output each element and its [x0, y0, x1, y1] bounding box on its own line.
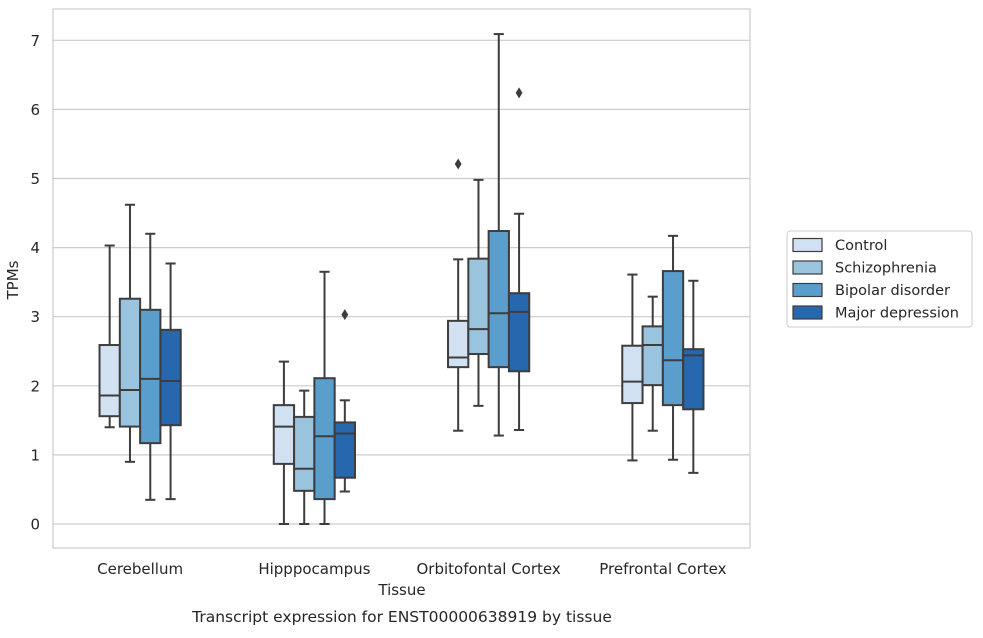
box-3-4 [507, 87, 531, 432]
outlier-point [454, 158, 462, 170]
iqr-box [272, 404, 296, 465]
y-tick-label: 7 [30, 32, 40, 50]
x-axis-label: Tissue [377, 581, 425, 599]
iqr-box [487, 230, 510, 369]
outlier-point [341, 309, 349, 321]
y-tick-label: 5 [30, 170, 40, 188]
box-1-2 [118, 203, 142, 463]
iqr-box [333, 421, 356, 479]
y-tick-label: 0 [30, 516, 40, 534]
box-1-3 [139, 232, 162, 501]
legend-swatch [792, 305, 823, 320]
y-tick-label: 6 [30, 101, 40, 119]
chart-caption: Transcript expression for ENST0000063891… [191, 608, 612, 626]
iqr-box [159, 328, 182, 427]
iqr-box [682, 348, 705, 411]
box-3-3 [487, 33, 510, 437]
iqr-box [621, 344, 644, 405]
x-tick-label: Hipppocampus [258, 560, 370, 578]
box-4-2 [641, 295, 664, 432]
iqr-box [293, 415, 316, 492]
box-4-3 [661, 234, 685, 461]
legend-label: Bipolar disorder [835, 283, 950, 299]
legend-swatch [792, 237, 823, 253]
iqr-box [641, 325, 664, 387]
y-axis-ticks: 0 1 2 3 4 5 6 7 [30, 32, 40, 534]
plot-frame [52, 8, 751, 549]
legend-label: Schizophrenia [835, 261, 937, 277]
iqr-box [447, 319, 470, 369]
iqr-box [118, 297, 142, 428]
x-axis-ticks: Cerebellum Hipppocampus Orbitofontal Corte… [97, 560, 726, 578]
box-2-4 [333, 309, 356, 493]
iqr-box [98, 344, 121, 418]
y-tick-label: 1 [30, 446, 40, 464]
y-tick-label: 2 [30, 377, 40, 395]
outlier-point [515, 87, 523, 99]
legend-label: Control [835, 238, 887, 254]
iqr-box [139, 308, 162, 445]
y-axis-label: TPMs [4, 260, 22, 300]
box-4-1 [621, 273, 644, 462]
box-4-4 [682, 279, 705, 474]
legend: Control Schizophrenia Bipolar disorder Majo… [786, 230, 973, 328]
box-1-4 [159, 262, 182, 501]
y-tick-label: 4 [30, 239, 40, 257]
box-1-1 [98, 244, 121, 429]
iqr-box [507, 292, 531, 373]
legend-swatch [792, 260, 823, 275]
legend-swatch [792, 282, 823, 298]
x-tick-label: Prefrontal Cortex [599, 560, 726, 578]
y-tick-label: 3 [30, 308, 40, 326]
box-2-3 [313, 270, 336, 525]
box-groups [98, 33, 705, 525]
legend-frame [786, 230, 973, 328]
legend-label: Major depression [835, 306, 959, 322]
iqr-box [313, 377, 336, 501]
x-tick-label: Cerebellum [97, 560, 183, 578]
iqr-box [661, 270, 685, 407]
x-tick-label: Orbitofontal Cortex [417, 560, 561, 578]
iqr-box [467, 257, 490, 356]
box-2-2 [293, 389, 316, 525]
